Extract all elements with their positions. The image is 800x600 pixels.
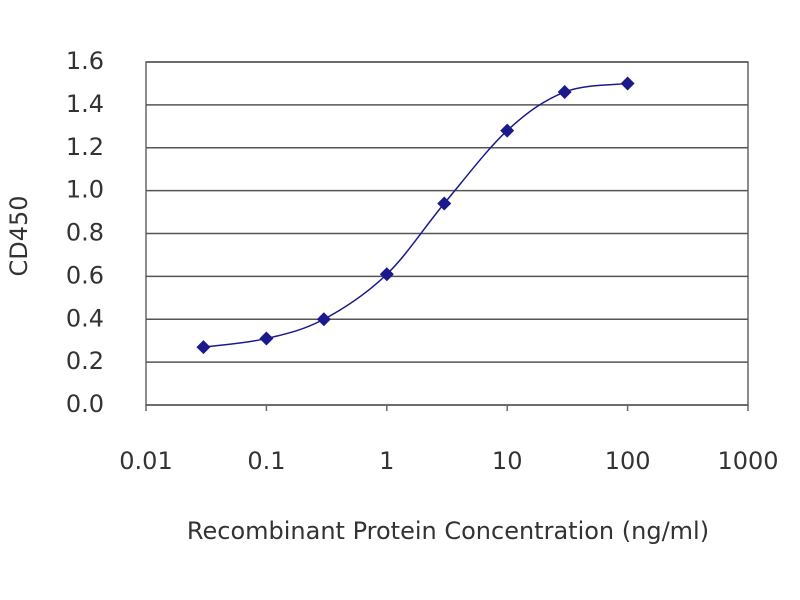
y-tick-label: 1.4 <box>66 90 104 118</box>
data-point <box>379 267 394 282</box>
x-tick-label: 1 <box>379 447 394 475</box>
y-axis-label: CD450 <box>5 195 33 276</box>
y-tick-label: 0.0 <box>66 390 104 418</box>
x-tick-label: 10 <box>492 447 523 475</box>
y-tick-label: 1.0 <box>66 176 104 204</box>
data-point <box>557 85 572 100</box>
data-line <box>203 82 628 348</box>
x-tick-label: 100 <box>605 447 651 475</box>
x-tick-label: 1000 <box>717 447 778 475</box>
data-point <box>316 312 331 327</box>
data-point <box>437 196 452 211</box>
y-tick-label: 0.4 <box>66 304 104 332</box>
y-tick-label: 0.2 <box>66 347 104 375</box>
y-tick-label: 0.8 <box>66 219 104 247</box>
data-point <box>196 340 211 355</box>
x-tick-label: 0.1 <box>247 447 285 475</box>
y-tick-label: 1.2 <box>66 133 104 161</box>
data-point <box>500 123 515 138</box>
x-tick-label: 0.01 <box>119 447 172 475</box>
x-axis-label: Recombinant Protein Concentration (ng/ml… <box>187 517 709 545</box>
y-tick-label: 0.6 <box>66 261 104 289</box>
y-tick-label: 1.6 <box>66 47 104 75</box>
data-point <box>620 76 635 91</box>
data-point <box>259 331 274 346</box>
